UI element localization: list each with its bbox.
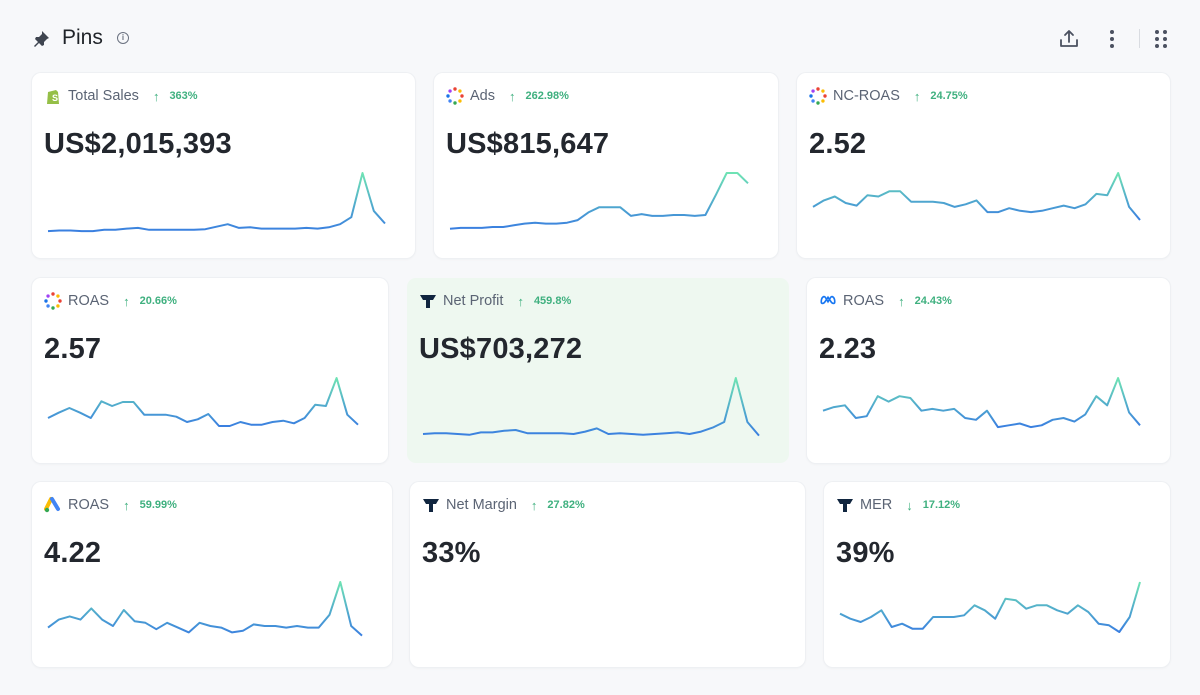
pin-card-ads[interactable]: Ads ↑ 262.98% US$815,647: [434, 73, 778, 258]
meta-icon: [819, 292, 837, 310]
card-value: 39%: [836, 537, 895, 569]
triple-icon: [422, 496, 440, 514]
delta-badge: ↑ 24.75%: [914, 89, 968, 104]
pin-card-mer[interactable]: MER ↓ 17.12% 39%: [824, 482, 1170, 667]
pin-card-nc-roas[interactable]: NC-ROAS ↑ 24.75% 2.52: [797, 73, 1170, 258]
card-label: ROAS: [68, 497, 110, 513]
delta-value: 59.99%: [139, 499, 177, 511]
arrow-up-icon: ↑: [530, 497, 538, 513]
sparkline-path: [47, 172, 386, 233]
google-icon: [44, 496, 62, 514]
toolbar-divider: [1139, 29, 1140, 48]
more-vertical-icon[interactable]: [1101, 28, 1123, 50]
card-label: Ads: [470, 88, 495, 104]
sparkline: [422, 377, 760, 437]
delta-badge: ↑ 363%: [153, 89, 198, 104]
triple-icon: [419, 292, 437, 310]
card-value: 2.57: [44, 333, 102, 365]
delta-value: 459.8%: [533, 295, 572, 307]
pin-card-roas-1[interactable]: ROAS ↑ 20.66% 2.57: [32, 278, 388, 463]
delta-badge: ↓ 17.12%: [906, 498, 960, 513]
delta-badge: ↑ 59.99%: [123, 498, 177, 513]
svg-text:S: S: [52, 93, 58, 103]
pin-icon: [34, 31, 49, 47]
card-label: NC-ROAS: [833, 88, 900, 104]
delta-value: 24.75%: [930, 90, 968, 102]
delta-value: 27.82%: [547, 499, 585, 511]
delta-value: 24.43%: [914, 295, 952, 307]
sparkline: [449, 172, 749, 230]
delta-value: 262.98%: [525, 90, 569, 102]
dots-icon: [809, 87, 827, 105]
pin-card-total-sales[interactable]: S Total Sales ↑ 363% US$2,015,393: [32, 73, 415, 258]
delta-badge: ↑ 459.8%: [517, 294, 571, 309]
card-label: Net Profit: [443, 293, 504, 309]
arrow-up-icon: ↑: [898, 293, 905, 309]
pin-card-net-profit[interactable]: Net Profit ↑ 459.8% US$703,272: [407, 278, 789, 463]
sparkline-path: [449, 172, 749, 230]
sparkline: [47, 581, 363, 637]
card-value: 2.52: [809, 128, 867, 160]
card-value: 2.23: [819, 333, 877, 365]
card-value: 4.22: [44, 537, 102, 569]
card-value: US$2,015,393: [44, 128, 232, 160]
sparkline-path: [47, 581, 363, 637]
pin-card-roas-meta[interactable]: ROAS ↑ 24.43% 2.23: [807, 278, 1170, 463]
delta-value: 363%: [169, 90, 198, 102]
info-icon[interactable]: i: [117, 32, 129, 44]
sparkline-path: [812, 172, 1141, 221]
sparkline-path: [47, 377, 359, 427]
delta-badge: ↑ 20.66%: [123, 294, 177, 309]
delta-badge: ↑ 27.82%: [531, 498, 585, 513]
delta-badge: ↑ 262.98%: [509, 89, 569, 104]
share-icon[interactable]: [1058, 28, 1080, 50]
sparkline: [47, 172, 386, 233]
arrow-up-icon: ↑: [517, 293, 524, 309]
sparkline-path: [422, 377, 760, 437]
triple-icon: [836, 496, 854, 514]
card-value: US$815,647: [446, 128, 610, 160]
dots-icon: [446, 87, 464, 105]
card-label: Total Sales: [68, 88, 139, 104]
delta-value: 20.66%: [139, 295, 177, 307]
arrow-up-icon: ↑: [152, 88, 160, 104]
card-label: ROAS: [68, 293, 110, 309]
arrow-up-icon: ↑: [123, 293, 130, 309]
arrow-up-icon: ↑: [509, 88, 516, 104]
card-label: MER: [860, 497, 893, 513]
arrow-up-icon: ↑: [913, 88, 921, 104]
arrow-up-icon: ↑: [123, 497, 130, 513]
sparkline-path: [839, 581, 1141, 633]
card-value: 33%: [422, 537, 481, 569]
pin-card-roas-google[interactable]: ROAS ↑ 59.99% 4.22: [32, 482, 392, 667]
pin-card-net-margin[interactable]: Net Margin ↑ 27.82% 33%: [410, 482, 805, 667]
sparkline: [812, 172, 1141, 221]
page-title: Pins: [62, 26, 103, 49]
sparkline: [47, 377, 359, 427]
delta-badge: ↑ 24.43%: [898, 294, 952, 309]
sparkline: [822, 377, 1141, 429]
card-label: Net Margin: [446, 497, 517, 513]
arrow-down-icon: ↓: [906, 497, 913, 513]
sparkline-path: [822, 377, 1141, 429]
card-value: US$703,272: [419, 333, 583, 365]
card-label: ROAS: [843, 293, 885, 309]
shopify-icon: S: [44, 87, 62, 105]
sparkline: [839, 581, 1141, 633]
delta-value: 17.12%: [922, 499, 961, 511]
grid-icon[interactable]: [1150, 28, 1172, 50]
dots-icon: [44, 292, 62, 310]
